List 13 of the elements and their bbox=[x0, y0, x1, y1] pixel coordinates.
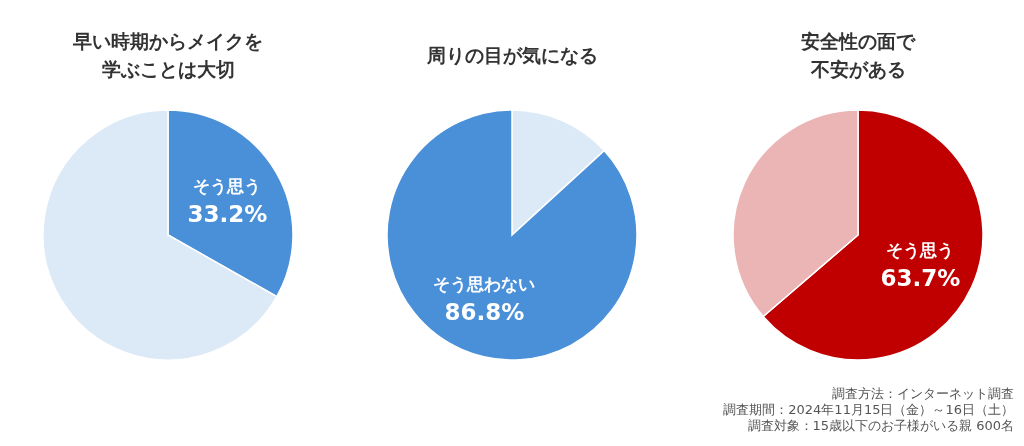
slice-label: そう思う bbox=[886, 239, 955, 260]
text: 調査方法：インターネット調査 bbox=[832, 386, 1014, 401]
chart-title: 安全性の面で不安がある bbox=[801, 30, 916, 80]
pie-slice bbox=[386, 109, 638, 361]
data-label: 33.2% bbox=[187, 201, 268, 228]
data-label: 86.8% bbox=[444, 298, 525, 325]
chart-title: 早い時期からメイクを学ぶことは大切 bbox=[72, 30, 263, 80]
slice-label: そう思う bbox=[193, 176, 262, 197]
text: 調査期間：2024年11月15日（金）～16日（土） bbox=[723, 402, 1014, 417]
slice-label: そう思わない bbox=[433, 273, 536, 294]
chart-title: 周りの目が気になる bbox=[425, 44, 598, 66]
text: 調査対象：15歳以下のお子様がいる親 600名 bbox=[747, 418, 1014, 433]
data-label: 63.7% bbox=[880, 264, 961, 291]
